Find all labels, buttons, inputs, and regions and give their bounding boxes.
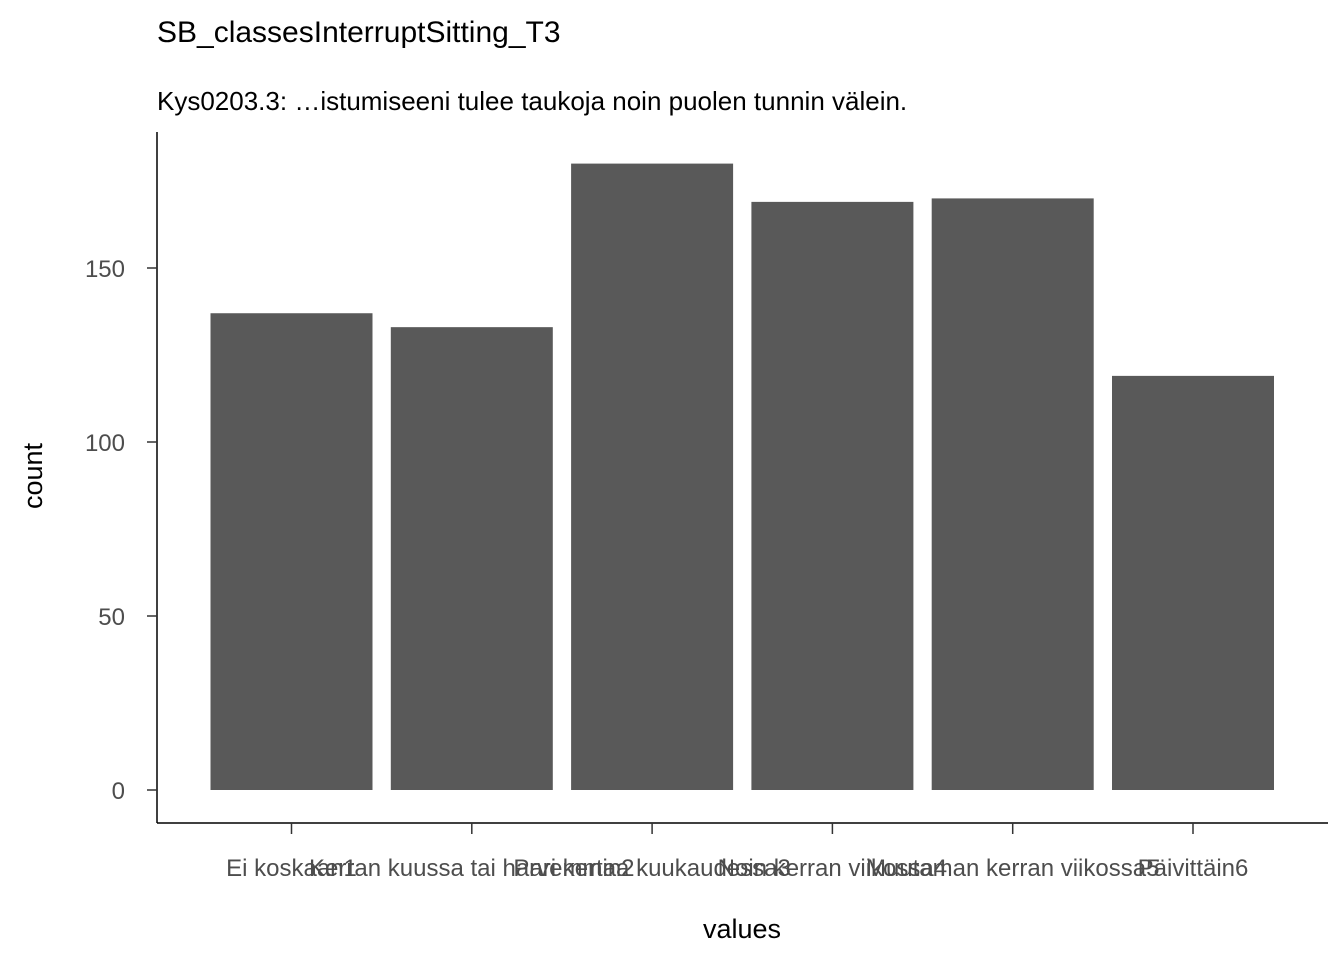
x-tick-label: Noin kerran viikossa4 (718, 855, 947, 882)
y-tick-label: 0 (112, 778, 125, 805)
bars-group (210, 163, 1274, 791)
y-axis-title: count (18, 442, 48, 509)
bar-6 (1112, 375, 1274, 790)
y-tick-label: 50 (98, 604, 125, 631)
bar-4 (751, 201, 914, 790)
chart-subtitle: Kys0203.3: …istumiseeni tulee taukoja no… (157, 86, 907, 116)
bar-2 (390, 327, 553, 790)
bar-5 (931, 198, 1094, 790)
y-tick-label: 150 (85, 256, 125, 283)
y-tick-label: 100 (85, 430, 125, 457)
x-tick-label: Ei koskaan1 (226, 855, 357, 882)
x-tick-label: Päivittäin6 (1138, 855, 1249, 882)
bar-3 (571, 163, 734, 791)
chart-title: SB_classesInterruptSitting_T3 (157, 16, 561, 49)
x-axis-title: values (703, 914, 781, 944)
x-tick-label: Kerran kuussa tai harvemmin2 (309, 855, 634, 882)
bar-1 (210, 313, 373, 790)
y-axis-ticks: 0 50 100 150 (85, 256, 157, 805)
x-tick-label: Muutaman kerran viikossa5 (866, 855, 1159, 882)
x-tick-label: Pari kertaa kuukaudessa3 (513, 855, 791, 882)
